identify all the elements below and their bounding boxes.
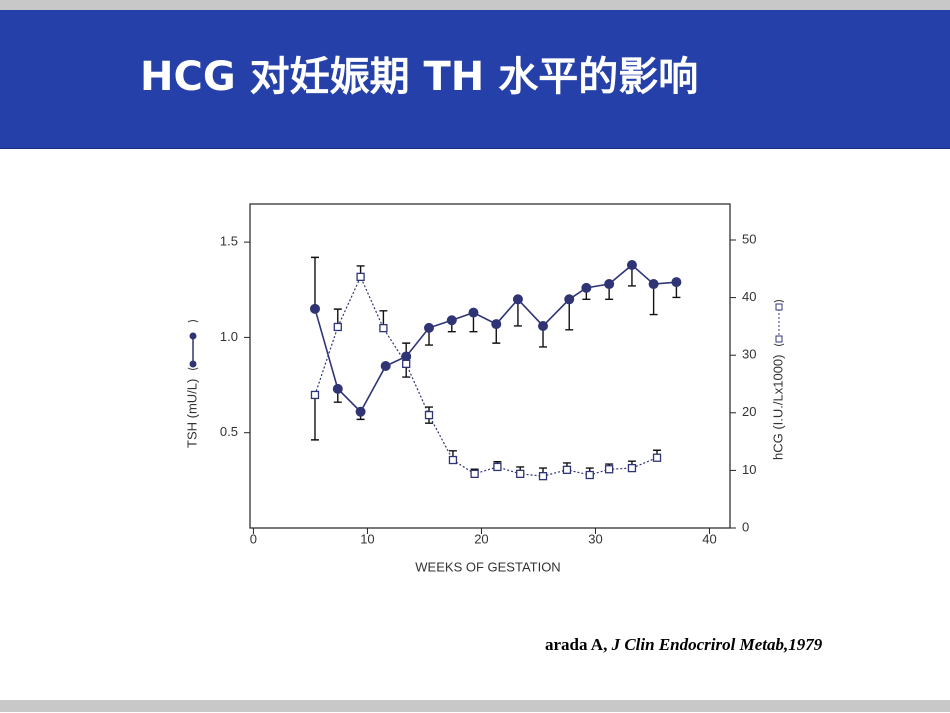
data-point (446, 315, 457, 326)
y-tick-label: 1.5 (220, 234, 238, 249)
data-point (516, 469, 525, 479)
y-tick-label: 1.0 (220, 329, 238, 344)
data-point (356, 272, 365, 282)
data-point (470, 469, 479, 479)
data-point (333, 322, 342, 332)
data-point (332, 383, 343, 394)
x-tick-label: 20 (474, 531, 488, 546)
data-point (538, 472, 548, 481)
y2-tick-label: 10 (742, 462, 756, 477)
error-bar (649, 284, 658, 316)
data-point (652, 453, 662, 462)
data-point (379, 323, 388, 333)
data-point (585, 470, 594, 480)
y2-tick-label: 30 (742, 347, 756, 362)
data-point (512, 294, 523, 305)
data-point (562, 465, 572, 474)
y-axis-label: TSH (mU/L) (184, 379, 199, 448)
data-point (564, 294, 575, 305)
y-tick-label: 0.5 (220, 424, 238, 439)
top-bar (0, 0, 950, 10)
x-tick-label: 0 (250, 531, 257, 546)
data-point (493, 462, 502, 472)
error-bar (310, 394, 319, 441)
y2-axis-label: hCG (I.U./Lx1000) (770, 355, 785, 461)
citation-author: arada A, (545, 635, 608, 654)
data-point (309, 303, 320, 314)
data-point (380, 361, 391, 371)
header (0, 10, 950, 149)
data-point (468, 307, 479, 318)
data-point (626, 259, 637, 270)
plot-frame (249, 203, 731, 529)
data-point (491, 319, 502, 330)
citation: arada A, J Clin Endocrirol Metab,1979 (545, 635, 822, 655)
data-point (448, 455, 458, 465)
paren (187, 320, 199, 370)
error-bar (310, 256, 319, 309)
data-point (310, 390, 320, 400)
x-tick-label: 10 (360, 531, 374, 546)
data-point (627, 463, 637, 473)
data-point (671, 277, 682, 288)
data-point (604, 465, 614, 474)
y2-tick-label: 50 (742, 231, 756, 246)
y-axis-title: TSH (mU/L) (184, 320, 199, 448)
bottom-bar (0, 700, 950, 712)
glyph-marker (189, 360, 197, 368)
x-tick-label: 40 (702, 531, 716, 546)
data-point (402, 359, 411, 368)
y2-tick-label: 40 (742, 289, 756, 304)
error-bar (565, 299, 574, 331)
y2-axis-title: hCG (I.U./Lx1000) (770, 300, 785, 461)
data-point (604, 279, 615, 290)
citation-journal: J Clin Endocrirol Metab,1979 (611, 635, 823, 654)
x-axis-label: WEEKS OF GESTATION (415, 559, 560, 574)
data-point (648, 279, 659, 290)
series-line (314, 275, 658, 477)
y-legend-glyph (187, 320, 199, 370)
y2-tick-label: 0 (742, 519, 749, 534)
y2-tick-label: 20 (742, 404, 756, 419)
glyph-marker (775, 303, 783, 311)
slide-title: HCG 对妊娠期 TH 水平的影响 (140, 54, 699, 100)
data-point (538, 320, 549, 331)
data-point (401, 351, 412, 362)
paren (773, 300, 785, 346)
data-point (581, 282, 592, 293)
glyph-marker (189, 332, 197, 340)
data-point (424, 410, 434, 420)
x-tick-label: 30 (588, 531, 602, 546)
y2-legend-glyph (773, 300, 785, 346)
glyph-marker (775, 335, 783, 343)
data-point (355, 406, 366, 417)
data-point (424, 322, 435, 333)
